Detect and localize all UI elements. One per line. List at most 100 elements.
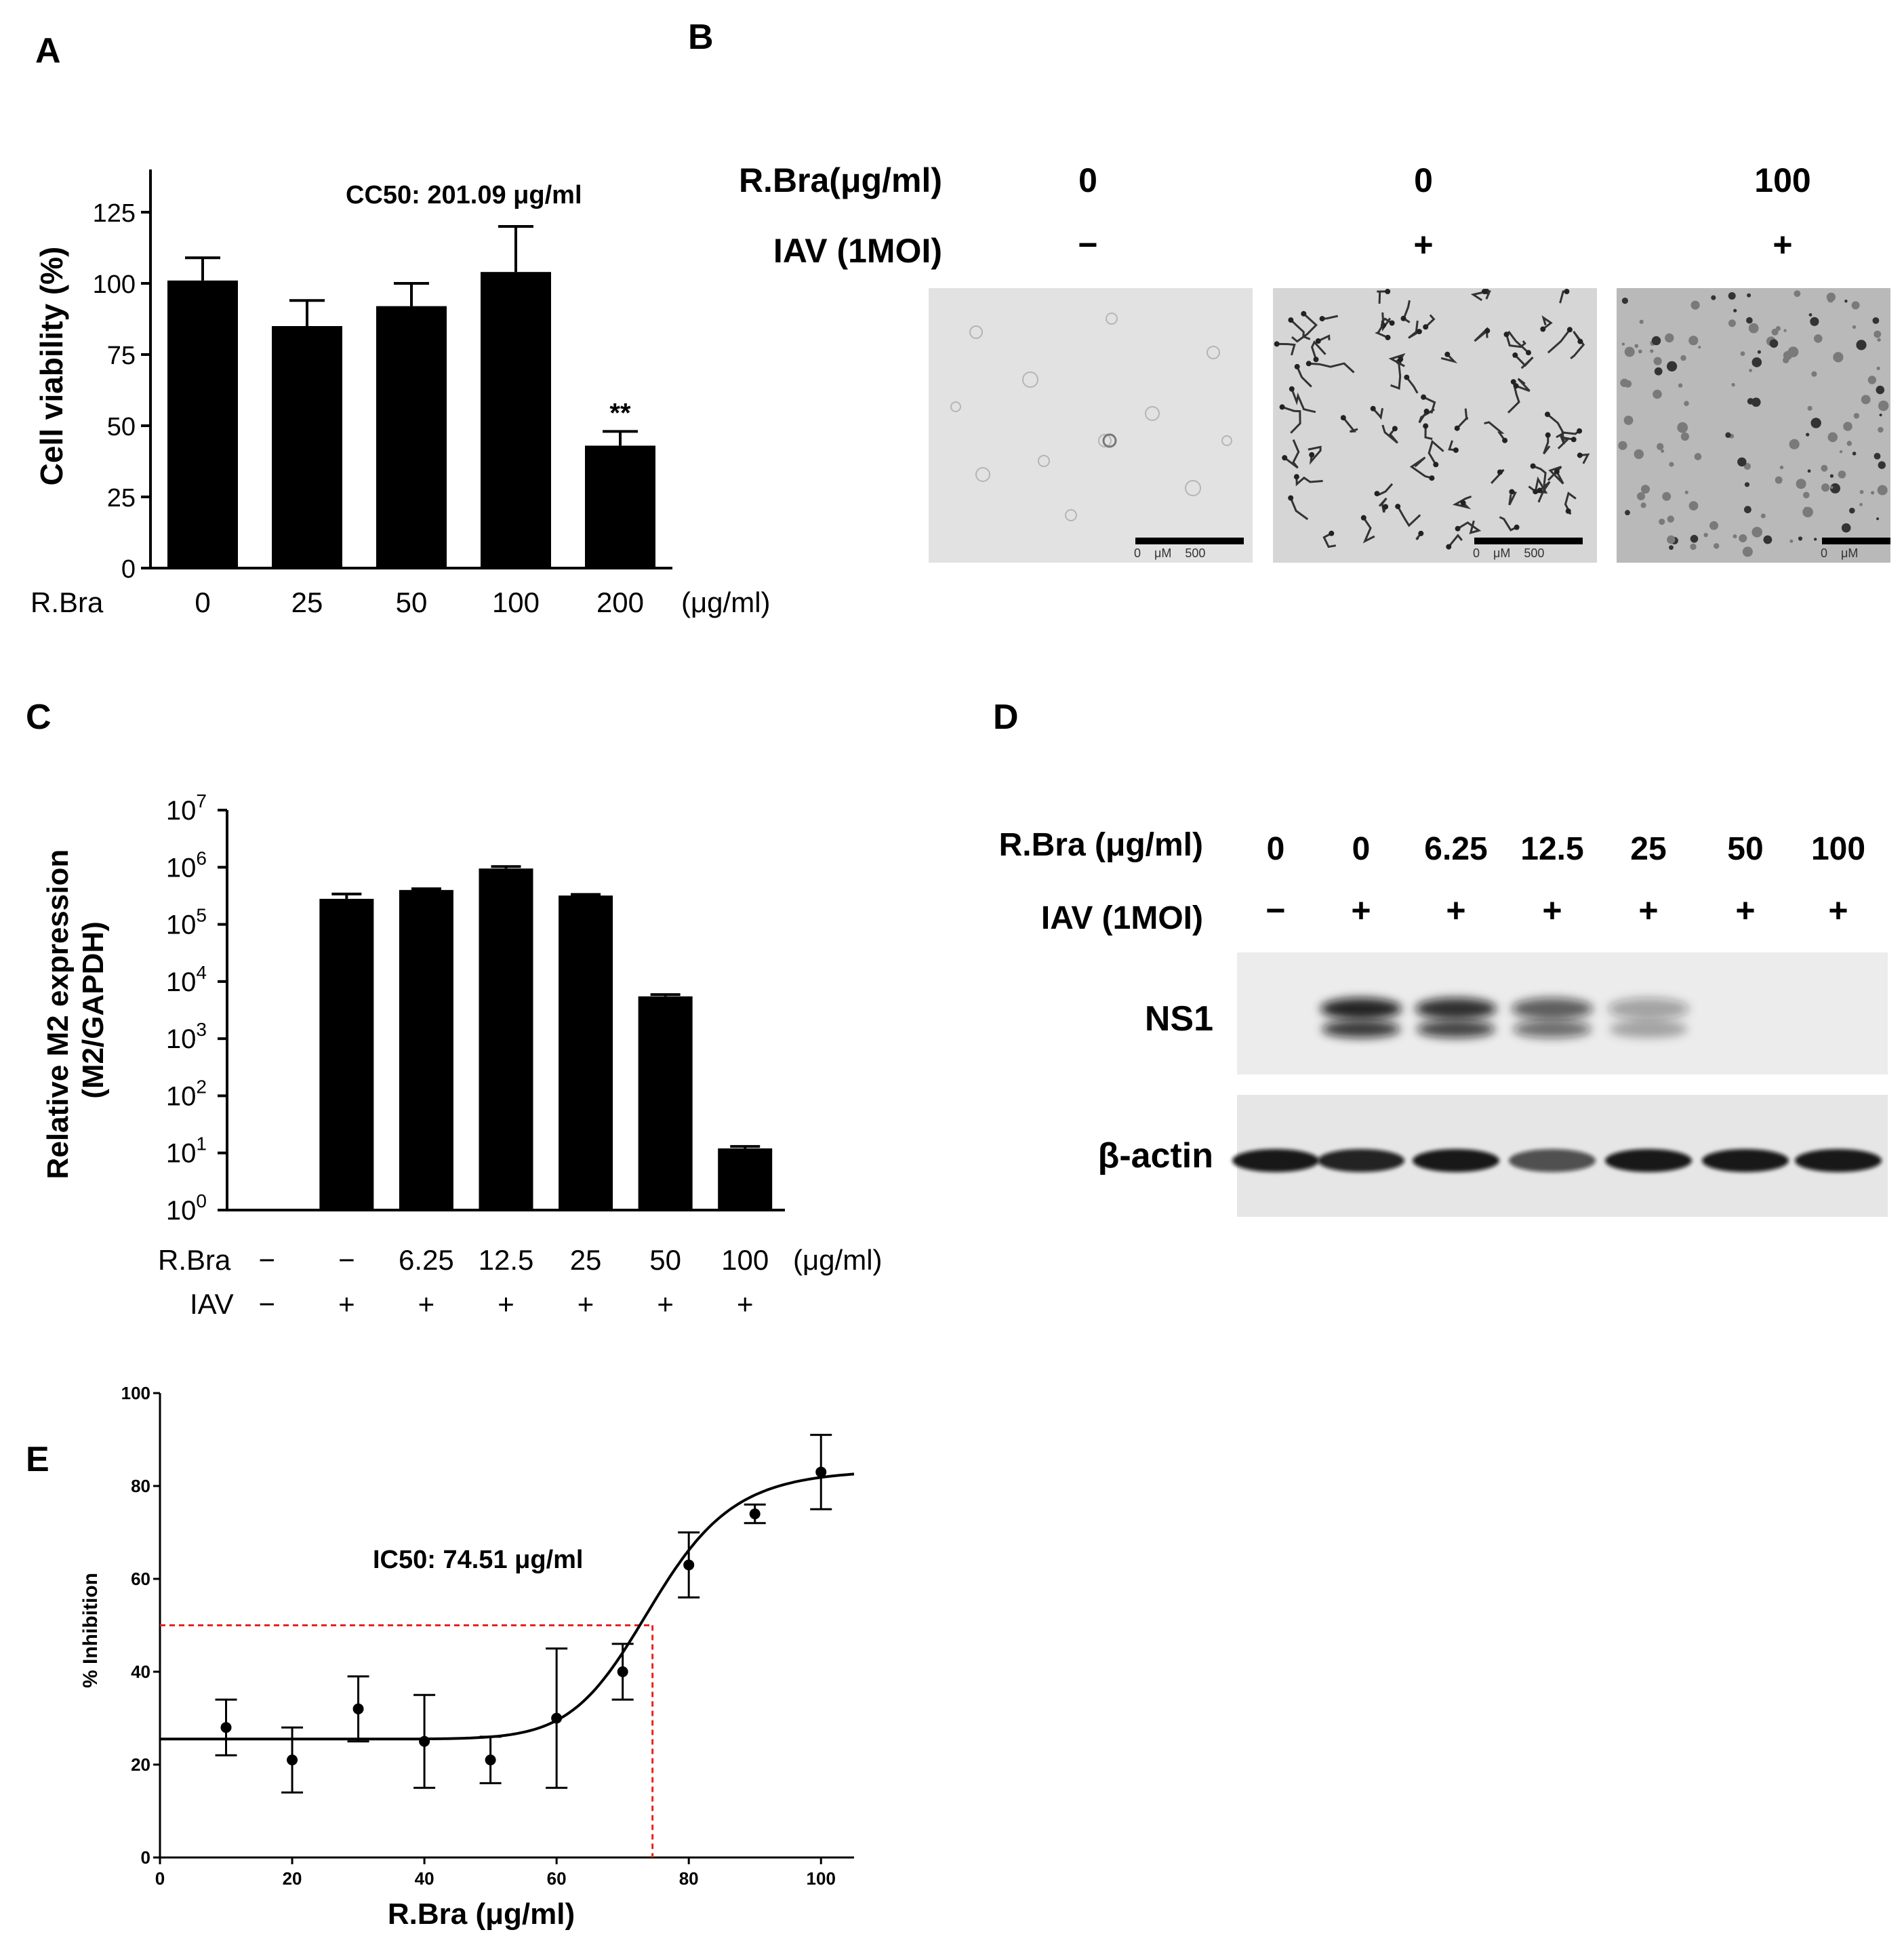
- panel-c-y-tick-label: 107: [166, 790, 207, 826]
- micrograph-infected-scale-text: 0 μM 500: [1473, 546, 1544, 560]
- panel-e-y-tick-label: 60: [131, 1569, 150, 1589]
- treated-cell-dot: [1775, 476, 1783, 484]
- treated-cell-dot: [1804, 506, 1808, 511]
- treated-cell-dot: [1876, 517, 1880, 521]
- treated-cell-dot: [1623, 416, 1634, 425]
- treated-cell-dot: [1876, 385, 1885, 395]
- panel-letter-e: E: [26, 1440, 49, 1479]
- infected-cell-cluster: [1342, 417, 1358, 433]
- infected-cell-cluster: [1377, 290, 1388, 304]
- infected-cell-body: [1398, 356, 1404, 362]
- infected-cell-cluster: [1284, 439, 1300, 469]
- infected-cell-cluster: [1409, 456, 1432, 479]
- infected-cell-cluster: [1427, 439, 1444, 466]
- treated-cell-dot: [1661, 449, 1665, 453]
- panel-c-y-tick-label: 102: [166, 1076, 207, 1111]
- panel-e-x-tick-label: 0: [155, 1868, 165, 1889]
- infected-cell-body: [1537, 487, 1543, 494]
- treated-cell-dot: [1838, 470, 1846, 479]
- panel-e-x-axis-label: R.Bra (μg/ml): [388, 1897, 575, 1931]
- treated-cell-dot: [1747, 293, 1751, 298]
- treated-cell-dot: [1690, 300, 1700, 310]
- treated-cell-dot: [1763, 535, 1773, 544]
- infected-cell-body: [1293, 474, 1299, 480]
- treated-cell-dot: [1728, 319, 1736, 327]
- infected-cell-body: [1329, 530, 1335, 536]
- treated-cell-dot: [1680, 432, 1689, 441]
- panel-d-dose-label: 0: [1267, 831, 1285, 867]
- treated-cell-dot: [1654, 367, 1663, 376]
- infected-cell-body: [1279, 404, 1285, 410]
- treated-cell-dot: [1690, 535, 1699, 543]
- micrograph-treated-scale-text: 0 μM: [1821, 546, 1858, 560]
- infected-cell-cluster: [1276, 342, 1296, 356]
- infected-cell-cluster: [1282, 405, 1301, 434]
- panel-b-iav-1: +: [1413, 226, 1433, 264]
- blot-ns1-bands: [1320, 998, 1689, 1038]
- infected-cell-body: [1513, 383, 1519, 389]
- treated-cell-dot: [1810, 317, 1819, 326]
- treated-cell-dot: [1843, 422, 1852, 431]
- treated-cell-dot: [1814, 334, 1823, 343]
- infected-cell-cluster: [1424, 426, 1433, 440]
- ns1-band-upper: [1608, 998, 1689, 1020]
- panel-c-rbra-tick-label: −: [338, 1244, 355, 1276]
- infected-cell-body: [1340, 415, 1346, 421]
- infected-cell-body: [1530, 463, 1536, 469]
- infected-cell-cluster: [1507, 330, 1530, 354]
- infected-cell-cluster: [1308, 362, 1355, 374]
- ns1-band-upper: [1512, 998, 1593, 1020]
- panel-e-point: [419, 1735, 430, 1747]
- infected-cell-cluster: [1372, 407, 1384, 420]
- infected-cell-cluster: [1406, 376, 1419, 394]
- infected-cell-body: [1526, 350, 1531, 356]
- treated-cell-dot: [1653, 357, 1662, 365]
- panel-e-point: [485, 1754, 496, 1766]
- panel-d-dose-label: 12.5: [1520, 831, 1583, 867]
- treated-cell-dot: [1830, 483, 1840, 494]
- infected-cell-body: [1370, 405, 1376, 411]
- panel-c-y-tick-label: 100: [166, 1190, 207, 1226]
- panel-letter-a: A: [35, 31, 61, 71]
- infected-cell-body: [1289, 386, 1295, 392]
- panel-e-point: [287, 1754, 298, 1766]
- panel-a-x-tick-label: 100: [492, 586, 540, 618]
- infected-cell-body: [1566, 327, 1573, 333]
- panel-e-point: [815, 1466, 827, 1478]
- treated-cell-dot: [1651, 336, 1661, 346]
- panel-c-iav-tick-label: +: [657, 1288, 674, 1320]
- treated-cell-dot: [1827, 432, 1838, 443]
- micrograph-iav-rbra-100: 0 μM: [1617, 288, 1890, 563]
- treated-cell-dot: [1803, 491, 1810, 499]
- infected-cell-cluster: [1308, 445, 1322, 465]
- panel-a-bar: [167, 280, 238, 568]
- panel-e-point: [749, 1508, 761, 1520]
- infected-cell-body: [1374, 491, 1380, 497]
- panel-d-iav-label: −: [1265, 891, 1285, 929]
- infected-cell-body: [1423, 324, 1429, 330]
- panel-a-row-label: R.Bra: [31, 586, 104, 618]
- ns1-band-lower: [1609, 1020, 1688, 1038]
- infected-cell-cluster: [1514, 354, 1534, 369]
- treated-cell-dot: [1621, 298, 1628, 304]
- treated-cell-dot: [1821, 464, 1828, 472]
- infected-cell-cluster: [1533, 465, 1547, 486]
- infected-cell-cluster: [1318, 334, 1331, 342]
- panel-c-rbra-row-label: R.Bra: [158, 1244, 231, 1276]
- panel-d-dose-label: 100: [1811, 831, 1865, 867]
- panel-c-y-axis-label-line1: Relative M2 expression: [41, 849, 75, 1180]
- ns1-band-upper: [1320, 998, 1402, 1020]
- infected-cell-cluster: [1547, 414, 1565, 439]
- treated-cell-dot: [1878, 461, 1886, 469]
- panel-d-dose-labels: 0 0 6.25 12.5 25 50 100: [1267, 831, 1865, 867]
- treated-cell-dot: [1787, 346, 1799, 357]
- treated-cell-dot: [1667, 535, 1676, 544]
- blot-ns1-label: NS1: [1145, 999, 1213, 1039]
- treated-cell-dot: [1680, 355, 1686, 361]
- treated-cell-dot: [1725, 432, 1731, 438]
- treated-cell-dot: [1688, 336, 1699, 346]
- panel-e-points: [215, 1434, 832, 1794]
- ns1-band-lower: [1322, 1020, 1400, 1038]
- infected-cell-cluster: [1499, 516, 1518, 531]
